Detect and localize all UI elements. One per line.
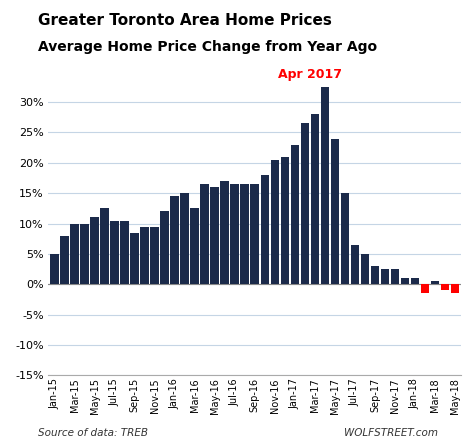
Bar — [300, 123, 309, 284]
Bar — [200, 184, 209, 284]
Bar — [250, 184, 259, 284]
Bar — [80, 224, 89, 284]
Text: Apr 2017: Apr 2017 — [278, 68, 342, 81]
Text: Greater Toronto Area Home Prices: Greater Toronto Area Home Prices — [38, 13, 332, 29]
Bar — [240, 184, 249, 284]
Bar — [60, 236, 69, 284]
Bar — [120, 220, 129, 284]
Bar — [320, 87, 329, 284]
Bar — [351, 245, 359, 284]
Bar — [160, 211, 169, 284]
Bar — [441, 284, 449, 291]
Bar — [110, 220, 119, 284]
Bar — [210, 187, 219, 284]
Text: WOLFSTREET.com: WOLFSTREET.com — [344, 428, 438, 438]
Bar — [260, 175, 269, 284]
Bar — [391, 269, 399, 284]
Bar — [341, 193, 349, 284]
Bar — [421, 284, 429, 293]
Bar — [381, 269, 389, 284]
Bar — [100, 208, 109, 284]
Bar — [130, 232, 139, 284]
Bar — [451, 284, 459, 293]
Bar — [220, 181, 229, 284]
Bar — [290, 145, 299, 284]
Bar — [140, 227, 149, 284]
Bar — [371, 266, 379, 284]
Bar — [180, 193, 189, 284]
Bar — [190, 208, 199, 284]
Bar — [411, 278, 419, 284]
Bar — [50, 254, 59, 284]
Bar — [310, 114, 319, 284]
Bar — [431, 281, 439, 284]
Bar — [270, 160, 279, 284]
Bar — [280, 157, 289, 284]
Bar — [90, 218, 99, 284]
Bar — [70, 224, 79, 284]
Bar — [150, 227, 159, 284]
Bar — [170, 196, 179, 284]
Bar — [230, 184, 239, 284]
Text: Source of data: TREB: Source of data: TREB — [38, 428, 148, 438]
Bar — [361, 254, 369, 284]
Bar — [401, 278, 409, 284]
Text: Average Home Price Change from Year Ago: Average Home Price Change from Year Ago — [38, 40, 377, 54]
Bar — [331, 139, 339, 284]
